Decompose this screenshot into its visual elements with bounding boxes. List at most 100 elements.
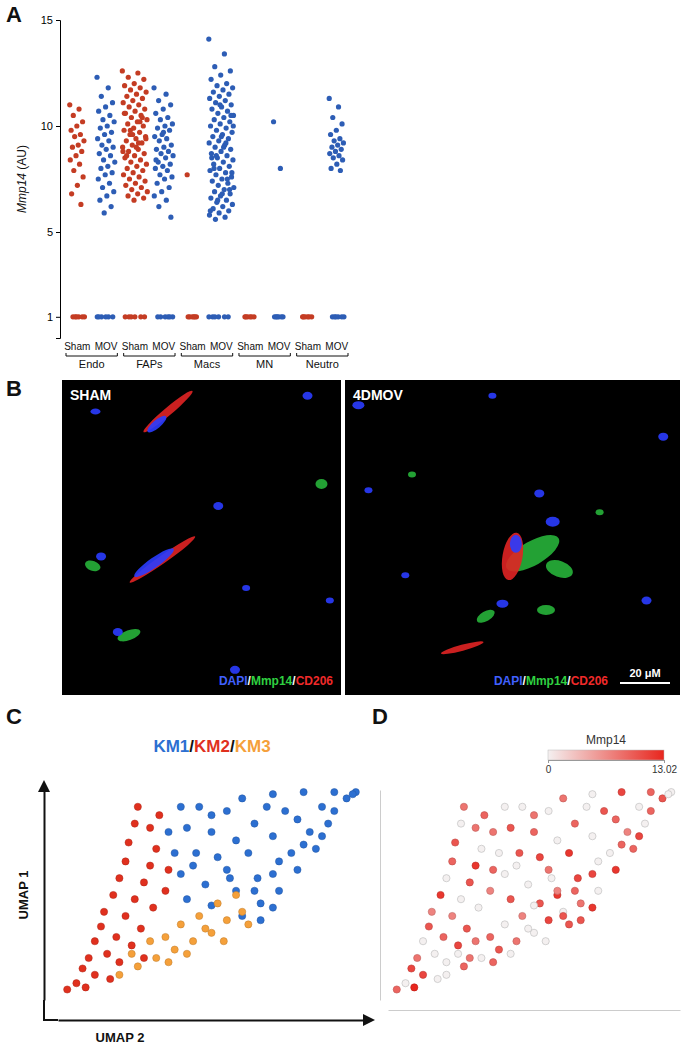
point xyxy=(122,111,127,116)
point xyxy=(211,166,216,171)
point xyxy=(228,68,233,73)
point xyxy=(132,153,137,158)
stain-label: DAPI/Mmp14/CD206 xyxy=(219,674,333,688)
point xyxy=(208,929,215,936)
point xyxy=(165,115,170,120)
point xyxy=(177,870,184,877)
strip-group xyxy=(206,36,236,319)
point xyxy=(545,807,552,814)
panel-label: C xyxy=(6,704,22,729)
y-tick-label: 1 xyxy=(47,311,53,323)
point xyxy=(165,168,170,173)
point xyxy=(519,912,526,919)
point xyxy=(192,314,197,319)
point xyxy=(218,121,223,126)
point xyxy=(275,887,282,894)
point xyxy=(161,145,166,150)
point xyxy=(78,202,83,207)
point xyxy=(560,912,567,919)
point xyxy=(419,971,426,978)
point xyxy=(121,172,126,177)
point xyxy=(548,875,555,882)
cell-shape xyxy=(90,409,100,415)
y-tick-mark xyxy=(56,232,60,233)
y-tick: 1 xyxy=(47,311,60,323)
x-tick-label: Sham xyxy=(64,341,90,352)
cluster-points xyxy=(116,891,252,978)
point xyxy=(170,153,175,158)
point xyxy=(487,933,494,940)
point xyxy=(123,183,128,188)
point xyxy=(232,837,239,844)
point xyxy=(207,96,212,101)
point xyxy=(636,833,643,840)
cell-shape xyxy=(408,472,416,478)
point xyxy=(481,812,488,819)
y-axis-line xyxy=(44,791,46,1001)
point xyxy=(141,123,146,128)
scale-bar-label: 20 μM xyxy=(629,667,660,679)
point xyxy=(125,121,130,126)
point xyxy=(73,980,80,987)
point xyxy=(431,950,438,957)
point xyxy=(104,147,109,152)
point xyxy=(116,971,123,978)
point xyxy=(120,68,125,73)
point xyxy=(501,803,508,810)
point xyxy=(329,145,334,150)
point xyxy=(325,820,332,827)
point xyxy=(460,803,467,810)
point xyxy=(214,128,219,133)
point xyxy=(142,151,147,156)
point xyxy=(99,94,104,99)
point xyxy=(104,193,109,198)
point xyxy=(209,106,214,111)
point xyxy=(132,109,137,114)
point xyxy=(160,164,165,169)
point xyxy=(96,314,101,319)
point xyxy=(300,314,305,319)
cell-shape xyxy=(658,433,668,441)
point xyxy=(490,959,497,966)
point xyxy=(157,172,162,177)
point xyxy=(107,113,112,118)
point xyxy=(478,954,485,961)
point xyxy=(120,149,125,154)
point xyxy=(217,210,222,215)
point xyxy=(177,921,184,928)
point xyxy=(414,954,421,961)
point xyxy=(449,912,456,919)
cell-shape xyxy=(546,517,560,527)
x-tick-label: MOV xyxy=(95,341,118,352)
point xyxy=(222,215,227,220)
cell-shape xyxy=(440,639,484,656)
point xyxy=(230,85,235,90)
point xyxy=(275,858,282,865)
y-axis-arrowhead xyxy=(38,780,50,792)
point xyxy=(443,971,450,978)
point xyxy=(312,845,319,852)
point xyxy=(74,314,79,319)
point xyxy=(242,314,247,319)
point xyxy=(251,887,258,894)
point xyxy=(419,938,426,945)
y-axis xyxy=(44,791,45,1001)
point xyxy=(79,965,86,972)
point xyxy=(507,824,514,831)
point xyxy=(210,134,215,139)
y-tick-mark xyxy=(56,20,60,21)
point xyxy=(230,202,235,207)
point xyxy=(565,849,572,856)
point xyxy=(589,904,596,911)
point xyxy=(167,185,172,190)
x-axis xyxy=(389,1010,681,1011)
point xyxy=(226,875,233,882)
strip-group xyxy=(300,314,314,319)
point xyxy=(123,314,128,319)
point xyxy=(343,795,350,802)
point xyxy=(95,136,100,141)
point xyxy=(165,828,172,835)
stain-label: DAPI/Mmp14/CD206 xyxy=(494,674,608,688)
point xyxy=(214,83,219,88)
point xyxy=(112,119,117,124)
